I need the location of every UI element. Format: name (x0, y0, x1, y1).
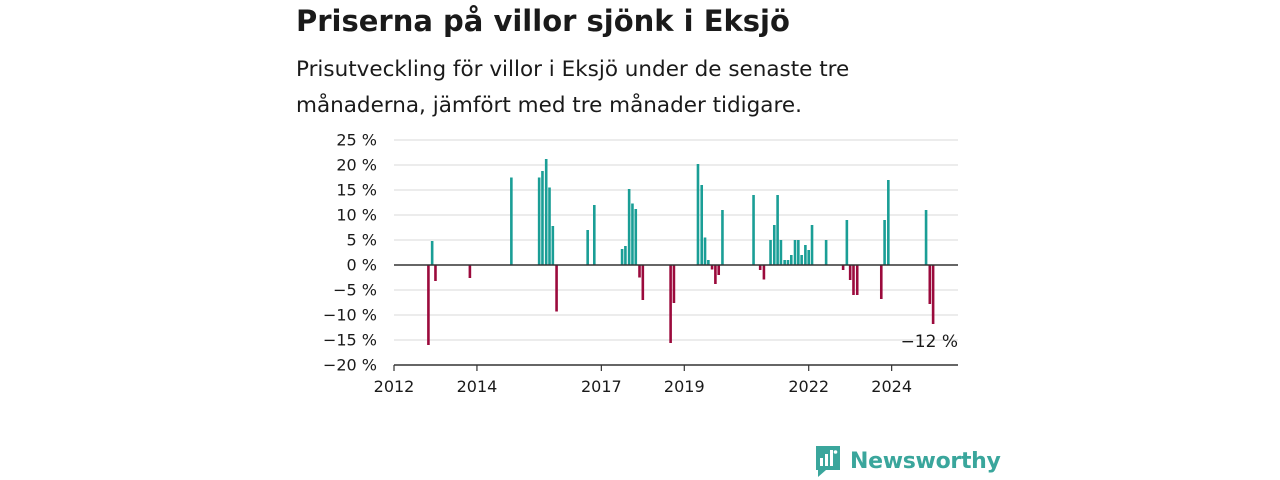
bar (703, 237, 707, 265)
x-tick-label: 2017 (581, 377, 622, 396)
bars (427, 159, 935, 345)
y-tick-label: −20 % (323, 356, 377, 375)
bar (710, 265, 714, 270)
x-tick-label: 2019 (664, 377, 705, 396)
bar (924, 210, 928, 265)
bar (714, 265, 717, 284)
bar (641, 265, 645, 300)
bar (624, 246, 627, 265)
bar (841, 265, 845, 270)
y-tick-label: 10 % (336, 206, 377, 225)
bar (883, 220, 886, 265)
bar (541, 171, 544, 265)
bar (845, 220, 849, 265)
bar (848, 265, 852, 280)
bar (627, 189, 631, 265)
bar (824, 240, 828, 265)
bar (696, 164, 700, 265)
grid-lines (394, 139, 958, 341)
bar (931, 265, 935, 324)
y-tick-label: −5 % (333, 281, 377, 300)
x-tick-label: 2022 (788, 377, 829, 396)
y-tick-label: 20 % (336, 156, 377, 175)
y-tick-label: −10 % (323, 306, 377, 325)
bar (789, 255, 793, 265)
tick-labels: 25 % 20 % 15 % 10 % 5 % 0 % −5 % −10 % −15 % −20 … (323, 131, 958, 397)
x-tick-label: 2014 (457, 377, 498, 396)
bar (804, 245, 807, 265)
bar (779, 240, 783, 265)
bar (434, 265, 437, 281)
last-value-annotation: −12 % (901, 332, 958, 352)
bar (634, 209, 638, 265)
chart-title: Priserna på villor sjönk i Eksjö (296, 4, 790, 38)
bar (669, 265, 672, 343)
bar (427, 265, 430, 345)
bar (762, 265, 766, 280)
bar (707, 260, 710, 265)
bar (887, 180, 890, 265)
brand-name: Newsworthy (850, 448, 1001, 474)
bar (772, 225, 776, 265)
bar (620, 249, 624, 265)
bar (555, 265, 558, 312)
bar (700, 185, 704, 265)
bar (752, 195, 755, 265)
bar (928, 265, 932, 304)
bar (800, 255, 803, 265)
brand-logo: Newsworthy (814, 444, 1001, 478)
y-tick-label: 25 % (336, 131, 377, 150)
y-tick-label: −15 % (323, 331, 377, 350)
bar (537, 177, 541, 265)
bar (786, 260, 790, 265)
bar (776, 195, 779, 265)
bar (793, 240, 797, 265)
bar (852, 265, 855, 295)
bar (758, 265, 762, 270)
y-tick-label: 15 % (336, 181, 377, 200)
bar (593, 205, 596, 265)
bar (631, 203, 634, 265)
bar (430, 241, 434, 265)
axes (393, 264, 958, 371)
bar (638, 265, 641, 278)
bar (769, 240, 772, 265)
bar (810, 225, 814, 265)
bar (855, 265, 859, 295)
bar (807, 250, 811, 265)
bar (721, 210, 724, 265)
newsworthy-logo-icon (816, 446, 840, 477)
bar (717, 265, 721, 275)
bar (544, 159, 548, 265)
x-tick-label: 2012 (374, 377, 415, 396)
y-tick-label: 0 % (347, 256, 377, 275)
bar (879, 265, 883, 299)
chart-subtitle: Prisutveckling för villor i Eksjö under … (296, 57, 850, 118)
x-tick-label: 2024 (871, 377, 912, 396)
bar (510, 177, 513, 265)
bar (783, 260, 786, 265)
y-tick-label: 5 % (347, 231, 377, 250)
bar (672, 265, 676, 303)
bar (548, 187, 551, 265)
bar (551, 226, 555, 265)
bar (468, 265, 472, 278)
bar (797, 240, 800, 265)
bar (586, 230, 589, 265)
